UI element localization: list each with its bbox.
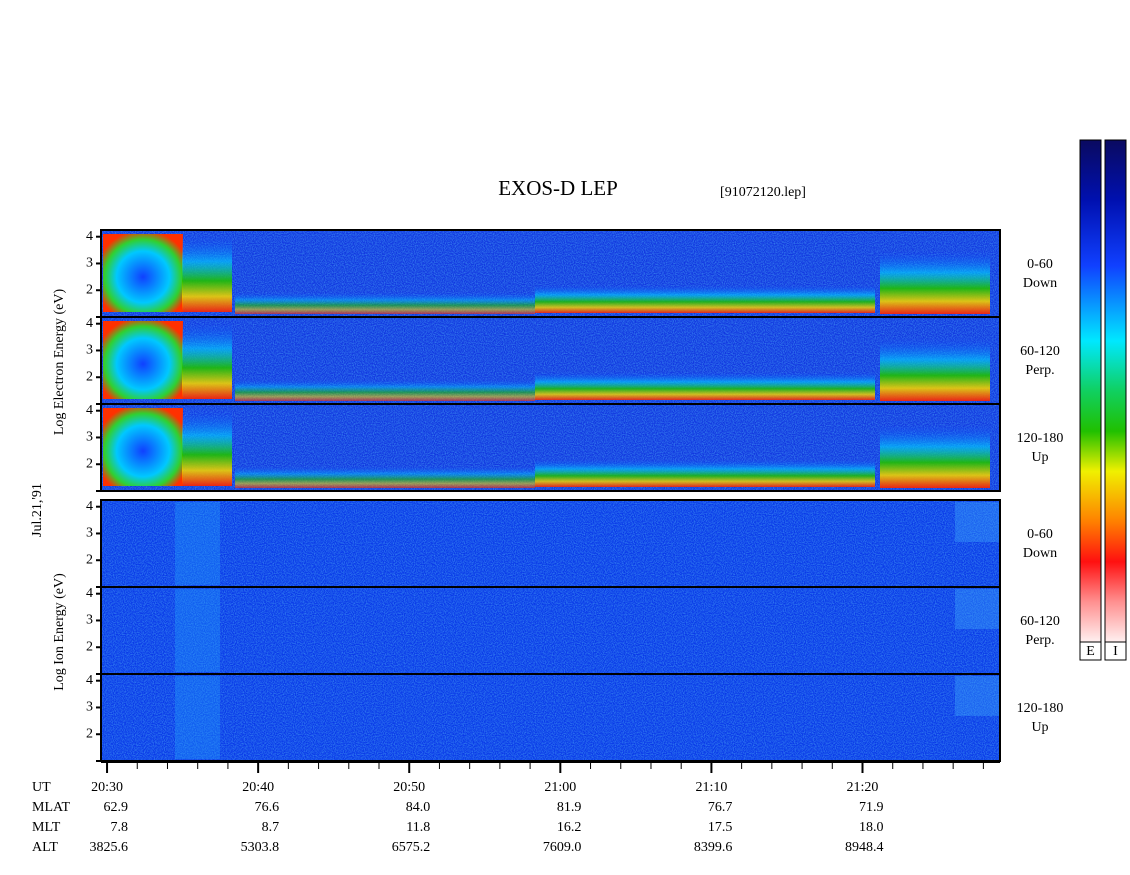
y-tick-label: 3 bbox=[86, 343, 93, 358]
spectrogram-feature bbox=[175, 502, 220, 585]
spectrogram-hot bbox=[182, 234, 232, 312]
panel-direction: Perp. bbox=[1025, 633, 1054, 648]
panel-range: 60-120 bbox=[1020, 344, 1060, 359]
file-name: [91072120.lep] bbox=[720, 185, 806, 200]
panel-direction: Up bbox=[1031, 450, 1048, 465]
electron-axis-label: Log Electron Energy (eV) bbox=[52, 289, 67, 436]
table-value: 84.0 bbox=[406, 800, 431, 815]
x-tick-label: 21:00 bbox=[544, 780, 576, 795]
table-value: 81.9 bbox=[557, 800, 582, 815]
y-tick-label: 3 bbox=[86, 700, 93, 715]
spectrogram-band bbox=[235, 466, 535, 488]
panel-range: 60-120 bbox=[1020, 614, 1060, 629]
table-row-label: UT bbox=[32, 780, 51, 795]
table-value: 7.8 bbox=[111, 820, 129, 835]
spectrogram-feature bbox=[955, 589, 1000, 629]
spectrogram-feature bbox=[175, 676, 220, 759]
table-value: 8399.6 bbox=[694, 840, 733, 855]
table-row-label: MLAT bbox=[32, 800, 71, 815]
date-label: Jul.21,'91 bbox=[30, 483, 45, 537]
spectrogram-feature bbox=[955, 502, 1000, 542]
colorbars: E I bbox=[1079, 139, 1127, 661]
colorbar bbox=[1079, 139, 1102, 643]
spectrogram-texture bbox=[101, 674, 1000, 761]
panel-direction: Perp. bbox=[1025, 363, 1054, 378]
panel-direction: Down bbox=[1023, 546, 1057, 561]
ion-axis-label: Log Ion Energy (eV) bbox=[52, 573, 67, 691]
y-tick-label: 3 bbox=[86, 526, 93, 541]
panel-direction: Up bbox=[1031, 720, 1048, 735]
table-row-label: ALT bbox=[32, 840, 58, 855]
y-tick-label: 4 bbox=[86, 229, 93, 244]
spectrogram-feature bbox=[955, 676, 1000, 716]
x-tick-label: 20:40 bbox=[242, 780, 274, 795]
y-tick-label: 3 bbox=[86, 613, 93, 628]
table-value: 11.8 bbox=[406, 820, 430, 835]
spectrogram-hot bbox=[103, 234, 183, 312]
spectrogram-hot bbox=[103, 408, 183, 486]
panel-frame bbox=[100, 403, 1001, 492]
table-value: 8948.4 bbox=[845, 840, 884, 855]
table-value: 6575.2 bbox=[392, 840, 431, 855]
table-value: 76.7 bbox=[708, 800, 733, 815]
panel-direction: Down bbox=[1023, 276, 1057, 291]
y-tick-label: 2 bbox=[86, 369, 93, 384]
y-tick-label: 2 bbox=[86, 726, 93, 741]
spectrogram-texture bbox=[101, 500, 1000, 587]
table-value: 71.9 bbox=[859, 800, 884, 815]
y-tick-label: 4 bbox=[86, 403, 93, 418]
colorbar-label: I bbox=[1113, 644, 1118, 659]
table-value: 7609.0 bbox=[543, 840, 582, 855]
table-row-label: MLT bbox=[32, 820, 61, 835]
spectrogram-hot bbox=[182, 408, 232, 486]
y-tick-label: 4 bbox=[86, 499, 93, 514]
x-tick-label: 21:20 bbox=[847, 780, 879, 795]
spectrogram-band bbox=[235, 379, 535, 401]
table-value: 16.2 bbox=[557, 820, 582, 835]
x-tick-label: 20:30 bbox=[91, 780, 123, 795]
spectrogram-hot bbox=[880, 250, 990, 314]
spectrogram-hot bbox=[103, 321, 183, 399]
spectrogram-band bbox=[535, 459, 875, 487]
table-value: 76.6 bbox=[255, 800, 280, 815]
y-tick-label: 4 bbox=[86, 586, 93, 601]
table-value: 18.0 bbox=[859, 820, 884, 835]
y-tick-label: 3 bbox=[86, 430, 93, 445]
x-tick-label: 20:50 bbox=[393, 780, 425, 795]
spectrogram-hot bbox=[880, 424, 990, 488]
y-tick-label: 2 bbox=[86, 456, 93, 471]
panel-range: 120-180 bbox=[1017, 431, 1064, 446]
y-tick-label: 4 bbox=[86, 673, 93, 688]
table-value: 3825.6 bbox=[90, 840, 129, 855]
table-value: 8.7 bbox=[262, 820, 280, 835]
y-tick-label: 3 bbox=[86, 256, 93, 271]
y-tick-label: 2 bbox=[86, 282, 93, 297]
colorbar-label-box bbox=[1079, 641, 1102, 661]
x-tick-label: 21:10 bbox=[695, 780, 727, 795]
panel-range: 0-60 bbox=[1027, 527, 1053, 542]
y-tick-label: 2 bbox=[86, 552, 93, 567]
colorbar-label: E bbox=[1086, 644, 1095, 659]
colorbar bbox=[1104, 139, 1127, 643]
spectrogram-hot bbox=[182, 321, 232, 399]
panel-range: 0-60 bbox=[1027, 257, 1053, 272]
spectrogram-band bbox=[235, 292, 535, 314]
spectrogram-texture bbox=[101, 587, 1000, 674]
spectrogram-feature bbox=[175, 589, 220, 672]
table-value: 62.9 bbox=[104, 800, 129, 815]
y-tick-label: 2 bbox=[86, 639, 93, 654]
panel-range: 120-180 bbox=[1017, 701, 1064, 716]
spectrogram-hot bbox=[880, 337, 990, 401]
colorbar-label-box bbox=[1104, 641, 1127, 661]
title: EXOS-D LEP bbox=[498, 176, 618, 200]
table-value: 5303.8 bbox=[241, 840, 280, 855]
table-value: 17.5 bbox=[708, 820, 733, 835]
y-tick-label: 4 bbox=[86, 316, 93, 331]
spectrogram-band bbox=[535, 372, 875, 400]
spectrogram-band bbox=[535, 285, 875, 313]
